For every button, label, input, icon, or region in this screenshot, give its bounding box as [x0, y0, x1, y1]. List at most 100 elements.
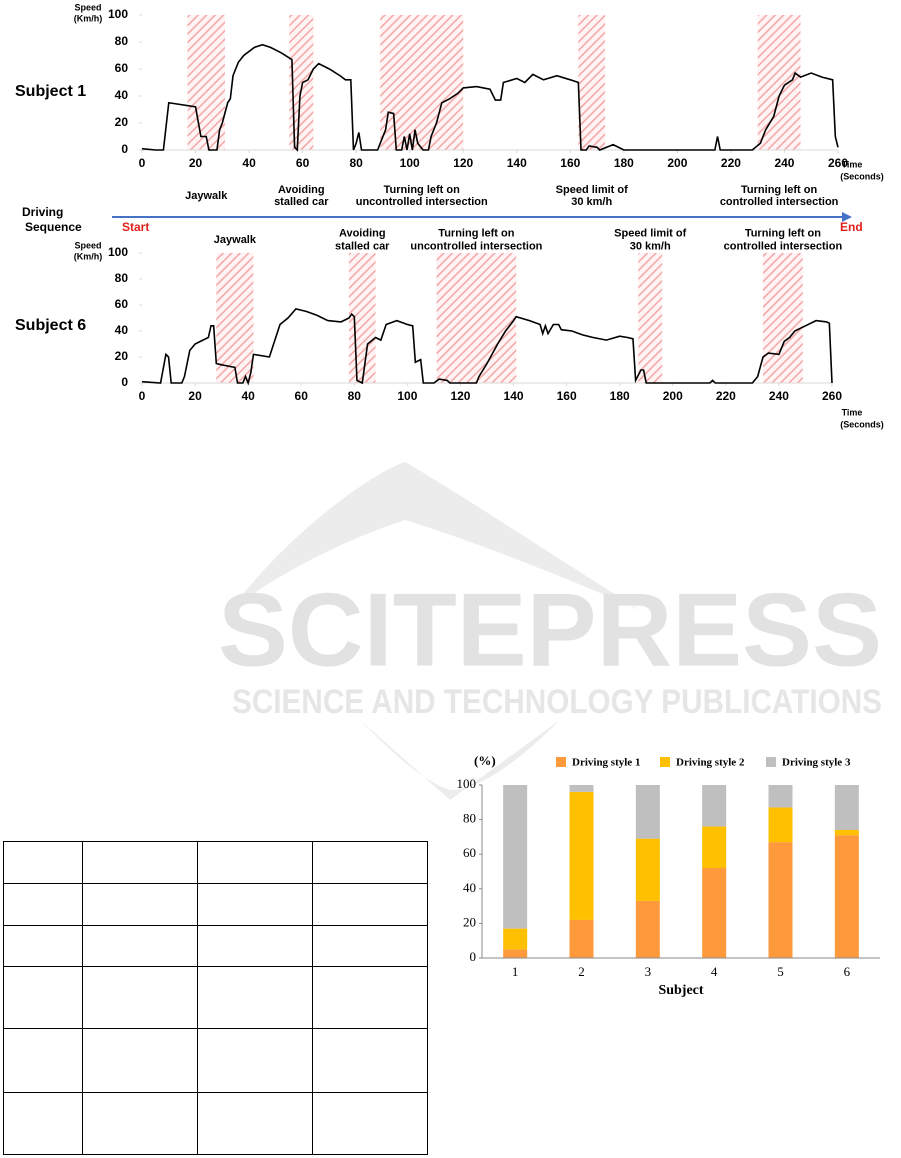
y-tick-label: 20 [115, 115, 129, 129]
bar-segment [768, 807, 793, 843]
x-tick-label: 220 [716, 389, 736, 403]
table-border [3, 841, 428, 1155]
x-tick-label: 60 [295, 389, 309, 403]
event-label: Speed limit of [614, 227, 686, 239]
y-tick-label: 0 [121, 142, 128, 156]
x-tick-label: 260 [828, 156, 848, 170]
bar-segment [768, 842, 793, 958]
event-label: 30 km/h [571, 196, 612, 208]
sequence-end: End [840, 220, 863, 234]
y-axis-label: Speed [74, 2, 101, 12]
x-tick-label: 40 [242, 156, 256, 170]
event-label: uncontrolled intersection [356, 196, 488, 208]
bar-segment [834, 835, 859, 958]
watermark-title: SCITEPRESS [218, 572, 882, 688]
event-region [436, 253, 517, 383]
event-label: Avoiding [339, 227, 386, 239]
event-label: controlled intersection [724, 240, 843, 252]
speed-line [141, 43, 839, 152]
chart-title: Subject 6 [15, 317, 86, 334]
y-tick-label: 0 [470, 949, 477, 964]
x-tick-label: 20 [188, 389, 202, 403]
y-tick-label: 20 [115, 349, 129, 363]
legend-swatch [660, 757, 670, 767]
event-region [757, 15, 801, 150]
event-region [349, 253, 376, 383]
x-tick-label: 120 [453, 156, 473, 170]
event-region [216, 253, 254, 383]
chart-title: Subject 1 [15, 83, 86, 100]
x-tick-label: 200 [663, 389, 683, 403]
bar-segment [635, 838, 660, 901]
x-axis-label: Time [842, 407, 863, 417]
event-label: Jaywalk [185, 190, 228, 202]
bar-segment [834, 785, 859, 830]
x-tick-label: 140 [504, 389, 524, 403]
bar-segment [569, 791, 594, 920]
legend-label: Driving style 1 [572, 757, 640, 769]
bar-segment [768, 785, 793, 808]
y-tick-label: 20 [463, 914, 476, 929]
y-tick-label: 60 [115, 61, 129, 75]
event-label: 30 km/h [630, 240, 671, 252]
y-tick-label: 100 [108, 245, 128, 259]
x-tick-label: 100 [400, 156, 420, 170]
x-tick-label: 0 [139, 389, 146, 403]
y-axis-label: Speed [74, 240, 101, 250]
x-tick-label: 3 [645, 964, 652, 979]
event-label: Turning left on [438, 227, 514, 239]
y-tick-label: 60 [115, 297, 129, 311]
watermark-logo [230, 462, 640, 610]
bar-segment [702, 785, 727, 827]
y-axis-label: (Km/h) [74, 251, 103, 261]
watermark-subtitle: SCIENCE AND TECHNOLOGY PUBLICATIONS [232, 683, 882, 721]
x-axis-label: (Seconds) [840, 419, 884, 429]
x-axis-label: Subject [658, 983, 703, 998]
x-tick-label: 220 [721, 156, 741, 170]
table [3, 841, 428, 1155]
x-tick-label: 80 [348, 389, 362, 403]
bar-segment [702, 826, 727, 869]
event-region [187, 15, 225, 150]
bar-segment [702, 868, 727, 958]
x-tick-label: 100 [397, 389, 417, 403]
x-tick-label: 180 [610, 389, 630, 403]
event-region [380, 15, 464, 150]
sequence-arrowhead [842, 212, 852, 222]
legend-label: Driving style 2 [676, 757, 745, 769]
bar-segment [503, 785, 528, 929]
y-tick-label: 40 [463, 880, 476, 895]
x-tick-label: 260 [822, 389, 842, 403]
bar-segment [635, 900, 660, 958]
event-label: Jaywalk [214, 234, 257, 246]
bar-segment [834, 829, 859, 836]
sequence-label: Sequence [25, 220, 82, 234]
x-axis-label: (Seconds) [840, 171, 884, 181]
x-tick-label: 160 [560, 156, 580, 170]
event-label: controlled intersection [720, 196, 839, 208]
event-region [578, 15, 606, 150]
x-tick-label: 160 [557, 389, 577, 403]
event-label: Turning left on [384, 184, 460, 196]
x-tick-label: 200 [667, 156, 687, 170]
sequence-start: Start [122, 220, 149, 234]
event-label: Avoiding [278, 184, 325, 196]
y-tick-label: 80 [115, 271, 129, 285]
x-tick-label: 180 [614, 156, 634, 170]
x-tick-label: 240 [774, 156, 794, 170]
event-label: Turning left on [741, 184, 817, 196]
x-tick-label: 140 [507, 156, 527, 170]
event-label: Speed limit of [556, 184, 628, 196]
legend-label: Driving style 3 [782, 757, 851, 769]
x-tick-label: 20 [189, 156, 203, 170]
bar-segment [569, 919, 594, 958]
sequence-label: Driving [22, 205, 63, 219]
legend-swatch [766, 757, 776, 767]
x-tick-label: 4 [711, 964, 718, 979]
x-tick-label: 0 [139, 156, 146, 170]
y-tick-label: 80 [463, 811, 476, 826]
y-tick-label: 80 [115, 34, 129, 48]
event-region [638, 253, 663, 383]
x-tick-label: 40 [241, 389, 255, 403]
x-tick-label: 5 [777, 964, 784, 979]
